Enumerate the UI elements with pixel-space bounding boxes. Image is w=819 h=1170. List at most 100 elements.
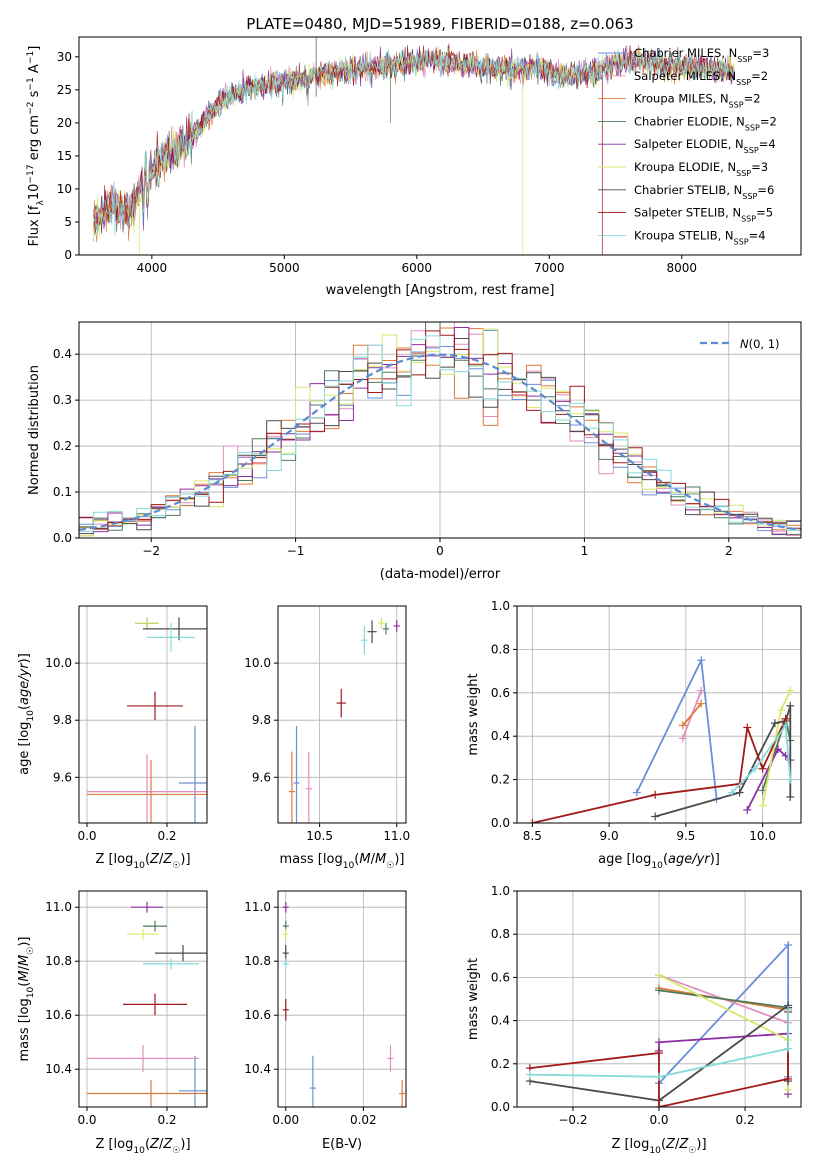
x-tick-label: −1 [287,544,305,558]
x-tick-label: 6000 [402,261,433,275]
x-tick-label: 1 [581,544,589,558]
weight-marker [528,819,537,823]
y-tick-label: 10.8 [244,954,271,968]
x-tick-label: 4000 [137,261,168,275]
x-tick-label: 8.5 [523,829,542,843]
errorbar-point [288,751,295,823]
errorbar-point [147,623,195,652]
y-tick-label: 9.6 [252,770,271,784]
legend-item: Kroupa STELIB, NSSP=4 [598,228,766,246]
y-tick-label: 0.4 [491,1014,510,1028]
plot-area [288,617,400,823]
errorbar-point [87,1044,199,1072]
legend-label: Kroupa ELODIE, NSSP=3 [634,160,768,178]
weight-marker [786,775,795,784]
x-tick-label: 2 [725,544,733,558]
weight-marker [743,723,752,732]
y-tick-label: 10.6 [45,1008,72,1022]
y-tick-label: 0.1 [53,485,72,499]
legend-label: N(0, 1) [740,337,780,351]
y-axis-label: mass weight [466,958,481,1040]
errorbar-point [155,945,207,962]
y-tick-label: 25 [57,83,72,97]
weight-marker [525,1070,534,1079]
errorbar-point [135,617,159,629]
panel-spectrum: 4000 5000 6000 7000 8000 0 5 10 15 20 25 30 waveleng… [26,36,802,298]
weight-line-salpeter-stelib [532,718,787,823]
weight-marker [784,1085,793,1094]
legend-label: Salpeter ELODIE, NSSP=4 [634,137,776,155]
x-tick-label: 9.5 [676,829,695,843]
x-tick-label: 0.00 [272,1113,299,1127]
legend-item: Kroupa MILES, NSSP=2 [598,92,761,109]
x-tick-label: −2 [142,544,160,558]
x-tick-label: −0.2 [558,1113,587,1127]
legend-label: Chabrier MILES, NSSP=3 [634,46,769,64]
errorbar-point [361,625,368,655]
errorbar-point [393,620,400,632]
axes-frame [78,605,208,824]
y-tick-label: 0.3 [53,393,72,407]
weight-line-chabrier-stelib [654,705,792,818]
legend-label: Chabrier ELODIE, NSSP=2 [634,114,777,131]
errorbar-point [123,993,187,1016]
weight-marker [786,686,795,695]
y-tick-label: 10.8 [45,954,72,968]
y-tick-label: 0.6 [491,686,510,700]
weight-marker [758,801,767,810]
y-tick-label: 30 [57,50,72,64]
weight-marker [777,706,786,715]
errorbar-point [87,1080,207,1107]
errorbar-point [179,1055,207,1107]
weight-marker [655,1049,663,1057]
y-axis-label: age [log10(age/yr)] [17,653,36,775]
y-tick-label: 11.0 [45,900,72,914]
errorbar-point [282,928,289,940]
weight-marker [727,788,736,797]
x-tick-label: 5000 [269,261,300,275]
errorbar-point [305,751,312,823]
gaussian-curve [79,353,801,531]
y-tick-label: 10.0 [45,656,72,670]
y-tick-label: 0.6 [491,970,510,984]
x-tick-label: 10.5 [306,829,333,843]
axes-frame [277,890,407,1108]
y-tick-label: 1.0 [491,884,510,898]
figure-title: PLATE=0480, MJD=51989, FIBERID=0188, z=0… [246,15,633,33]
x-axis-label: (data-model)/error [380,567,501,582]
plot-area [525,941,793,1107]
plot-area [79,322,801,538]
x-tick-label: 0.2 [736,1113,755,1127]
errorbar-point [399,1080,406,1107]
y-axis-label: Normed distribution [27,365,42,495]
errorbar-point [179,725,207,823]
errorbar-point [387,1044,394,1072]
y-tick-label: 0.0 [53,531,72,545]
y-tick-label: 0.8 [491,642,510,656]
legend-label: Salpeter STELIB, NSSP=5 [634,206,773,224]
x-axis-label: mass [log10(M/M☉)] [280,852,405,871]
weight-marker [784,941,793,949]
y-tick-label: 0 [64,248,72,262]
y-tick-label: 0.2 [53,439,72,453]
weight-line-kroupa-stelib [731,722,792,794]
errorbar-point [282,958,289,970]
y-tick-label: 0.2 [491,1057,510,1071]
weight-marker [651,790,660,799]
weight-line-chabrier-miles [635,657,718,800]
weight-marker [786,792,795,801]
weight-line-chabrier-elodie [658,989,789,1009]
y-tick-label: 0.8 [491,927,510,941]
weight-marker [750,764,759,773]
axes-frame [78,890,208,1108]
legend-item: Chabrier MILES, NSSP=3 [598,46,769,64]
y-tick-label: 0.4 [53,347,72,361]
weight-marker [784,1074,793,1083]
x-axis-label: age [log10(age/yr)] [598,852,720,871]
weight-marker [735,788,744,797]
panels: 4000 5000 6000 7000 8000051015202530waveleng… [17,36,802,1156]
weight-marker [770,719,779,728]
x-tick-label: 11.0 [383,829,410,843]
legend-item: Salpeter MILES, NSSP=2 [598,69,768,86]
